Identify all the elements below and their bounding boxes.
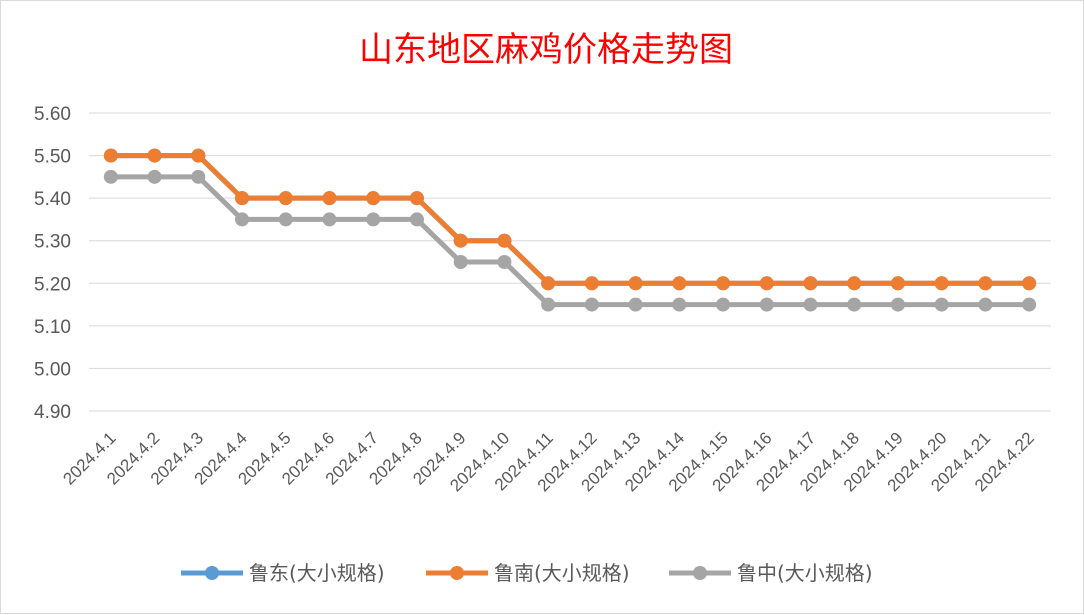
y-axis-ticks: 4.90 5.00 5.10 5.20 5.30 5.40 5.50 5.60 [34, 104, 71, 423]
data-point [584, 297, 599, 312]
data-point [278, 212, 293, 227]
y-tick-label: 5.50 [34, 147, 71, 168]
series-line [110, 174, 1030, 308]
data-point [191, 169, 206, 184]
data-point [497, 233, 512, 248]
series-line [110, 153, 1030, 286]
data-point [803, 276, 818, 291]
y-tick-label: 5.00 [34, 359, 71, 380]
y-tick-label: 4.90 [34, 402, 71, 423]
data-point [759, 297, 774, 312]
legend-label: 鲁南(大小规格) [494, 561, 630, 585]
legend-item: 鲁南(大小规格) [426, 561, 630, 585]
legend-marker [205, 566, 219, 580]
data-point [672, 276, 687, 291]
data-point [497, 255, 512, 269]
data-point [1022, 276, 1037, 291]
data-point [541, 276, 556, 291]
data-point [934, 297, 949, 312]
data-point [366, 212, 381, 227]
data-point [453, 233, 468, 248]
data-point [191, 148, 206, 163]
data-point [716, 276, 731, 291]
legend-label: 鲁中(大小规格) [737, 561, 873, 585]
legend-label: 鲁东(大小规格) [249, 561, 385, 585]
legend-item: 鲁中(大小规格) [669, 561, 873, 585]
data-point [628, 297, 643, 312]
y-tick-label: 5.10 [34, 317, 71, 338]
data-point [235, 212, 250, 227]
data-point [409, 191, 424, 206]
data-point [803, 297, 818, 312]
data-point [235, 191, 250, 206]
data-point [716, 297, 731, 312]
y-tick-label: 5.60 [34, 104, 71, 125]
series-1 [103, 148, 1037, 291]
data-point [978, 276, 993, 291]
data-point [366, 191, 381, 206]
gridlines [89, 112, 1051, 412]
legend-item: 鲁东(大小规格) [181, 561, 385, 585]
data-point [978, 297, 993, 312]
data-point [103, 148, 118, 163]
legend: 鲁东(大小规格) 鲁南(大小规格) 鲁中(大小规格) [181, 561, 873, 585]
data-point [584, 276, 599, 291]
series-lines [103, 148, 1037, 312]
data-point [147, 148, 162, 163]
data-point [409, 212, 424, 227]
y-tick-label: 5.20 [34, 274, 71, 295]
data-point [890, 276, 905, 291]
chart-title: 山东地区麻鸡价格走势图 [359, 30, 733, 70]
data-point [278, 191, 293, 206]
data-point [322, 191, 337, 206]
legend-marker [693, 566, 707, 580]
data-point [847, 297, 862, 312]
legend-marker [450, 566, 464, 580]
y-tick-label: 5.30 [34, 232, 71, 253]
data-point [890, 297, 905, 312]
data-point [453, 255, 468, 269]
data-point [1022, 297, 1037, 312]
data-point [322, 212, 337, 227]
data-point [541, 297, 556, 312]
data-point [628, 276, 643, 291]
data-point [847, 276, 862, 291]
series-2 [103, 169, 1037, 312]
data-point [934, 276, 949, 291]
y-tick-label: 5.40 [34, 189, 71, 210]
data-point [759, 276, 774, 291]
data-point [147, 169, 162, 184]
x-axis-ticks: 2024.4.12024.4.22024.4.32024.4.42024.4.5… [59, 428, 1038, 495]
data-point [103, 169, 118, 184]
data-point [672, 297, 687, 312]
